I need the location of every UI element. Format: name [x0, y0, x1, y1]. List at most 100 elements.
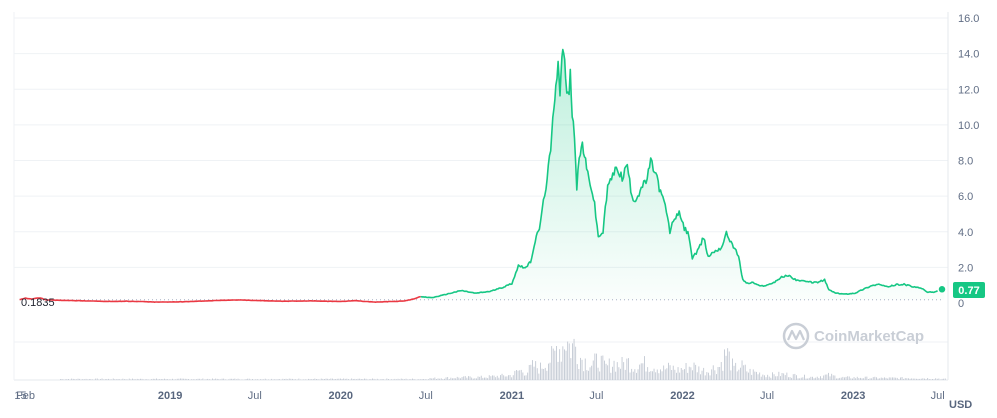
volume-bar: [655, 372, 657, 380]
volume-bar: [383, 379, 385, 380]
volume-bar: [572, 343, 573, 380]
volume-bar: [815, 377, 817, 380]
volume-bar: [348, 379, 349, 380]
volume-bar: [250, 379, 252, 380]
volume-bar: [880, 377, 882, 380]
volume-bar: [455, 378, 457, 380]
volume-bar: [72, 378, 74, 380]
volume-bar: [775, 376, 777, 380]
volume-bar: [253, 379, 255, 380]
volume-bar: [136, 378, 138, 380]
volume-bar: [426, 379, 428, 380]
volume-bar: [816, 376, 818, 380]
volume-bar: [888, 377, 890, 380]
volume-bar: [794, 373, 796, 380]
volume-bar: [146, 379, 148, 380]
volume-bar: [876, 377, 877, 380]
volume-bar: [98, 379, 100, 380]
volume-bar: [826, 374, 828, 380]
volume-bar: [378, 379, 380, 380]
volume-bar: [541, 368, 543, 380]
volume-bar: [807, 378, 809, 380]
volume-bar: [866, 376, 868, 380]
volume-bar: [341, 379, 343, 380]
volume-bar: [472, 378, 474, 380]
volume-bar: [578, 369, 580, 380]
volume-bar: [160, 379, 162, 380]
volume-bar: [95, 378, 97, 380]
volume-bar: [303, 379, 305, 380]
volume-bar: [589, 367, 591, 380]
volume-bar: [205, 379, 207, 380]
volume-bar: [704, 375, 706, 380]
volume-bar: [277, 379, 279, 380]
current-price-badge: [953, 282, 985, 298]
volume-bar: [565, 350, 567, 380]
volume-bar: [568, 343, 570, 380]
volume-bar: [178, 378, 180, 380]
volume-bar: [586, 370, 588, 380]
volume-bar: [562, 346, 564, 380]
volume-bar: [372, 378, 373, 380]
volume-bar: [759, 372, 761, 380]
volume-bar: [388, 379, 389, 380]
y-tick-label: 12.0: [958, 84, 979, 96]
volume-bar: [685, 363, 687, 380]
volume-bar: [700, 374, 701, 380]
volume-bar: [212, 378, 213, 380]
volume-bar: [128, 378, 130, 380]
volume-bar: [754, 371, 756, 380]
volume-bar: [420, 379, 421, 380]
volume-bar: [847, 376, 849, 380]
volume-bar: [304, 379, 306, 380]
volume-bar: [224, 379, 226, 380]
volume-bar: [60, 379, 61, 380]
volume-bar: [791, 377, 793, 380]
volume-bar: [200, 379, 202, 380]
volume-bar: [474, 378, 476, 380]
volume-bar: [340, 378, 341, 380]
volume-bar: [858, 378, 860, 380]
volume-bar: [778, 371, 780, 380]
y-tick-label: 10.0: [958, 120, 979, 132]
volume-bar: [368, 379, 370, 380]
volume-bar: [357, 378, 359, 380]
volume-bar: [133, 379, 135, 380]
x-tick-label: Jul: [589, 390, 603, 402]
volume-bar: [802, 377, 804, 380]
volume-bar: [162, 379, 164, 380]
volume-bar: [848, 376, 850, 380]
volume-bar: [564, 349, 565, 380]
volume-bar: [573, 338, 575, 380]
volume-bar: [797, 378, 799, 380]
volume-bar: [544, 367, 546, 380]
x-tick-label: 2019: [158, 390, 182, 402]
volume-bar: [829, 376, 831, 380]
y-tick-label: 8.0: [958, 156, 973, 168]
volume-bar: [610, 372, 612, 380]
volume-bar: [359, 378, 361, 380]
volume-bar: [338, 378, 340, 380]
volume-bar: [453, 378, 455, 380]
volume-bar: [554, 350, 556, 380]
volume-bar: [853, 377, 855, 380]
volume-bar: [808, 377, 810, 380]
volume-bar: [805, 378, 807, 380]
volume-bar: [418, 379, 420, 380]
volume-bar: [458, 377, 460, 380]
volume-bar: [232, 378, 234, 380]
volume-bar: [234, 378, 236, 380]
volume-bar: [328, 379, 330, 380]
volume-bar: [258, 379, 260, 380]
volume-bar: [661, 371, 663, 380]
volume-bar: [836, 378, 837, 380]
volume-bar: [911, 378, 913, 380]
volume-bar: [530, 364, 532, 380]
y-tick-label: 14.0: [958, 49, 979, 61]
volume-bar: [776, 376, 778, 380]
volume-bar: [140, 378, 141, 380]
volume-bar: [551, 346, 553, 380]
volume-bar: [229, 378, 231, 380]
volume-bar: [476, 378, 477, 380]
